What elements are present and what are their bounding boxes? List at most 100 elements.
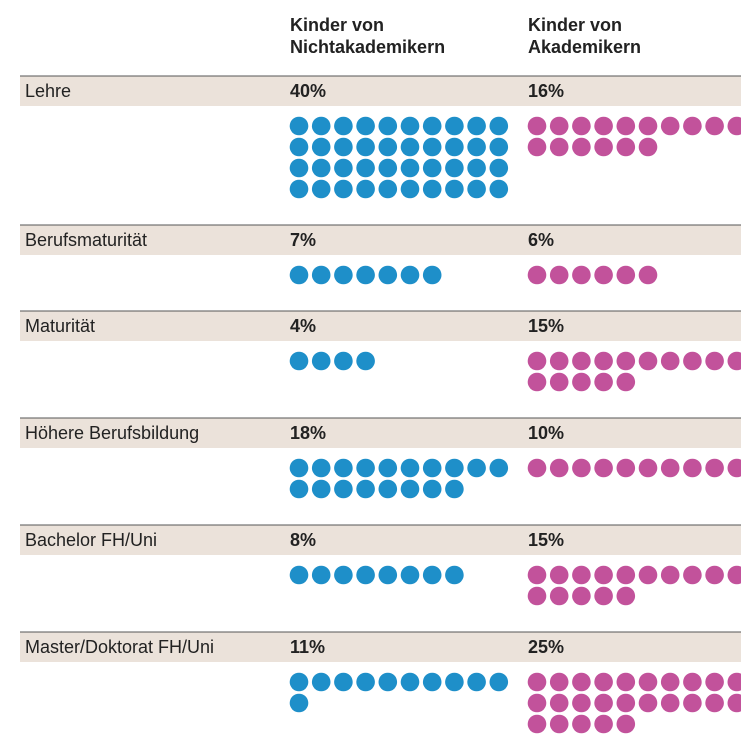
dot	[527, 351, 547, 371]
dot	[572, 672, 591, 692]
dot	[311, 265, 331, 285]
dot	[660, 693, 680, 713]
dot	[683, 693, 702, 713]
dot	[683, 672, 702, 692]
dot-group	[289, 672, 509, 713]
row-band	[20, 525, 741, 555]
dot	[549, 116, 569, 136]
dot-group	[527, 351, 741, 392]
dot	[467, 458, 486, 478]
dot	[422, 265, 442, 285]
dot	[572, 265, 591, 285]
dot	[334, 265, 353, 285]
dot	[527, 565, 547, 585]
dot	[527, 372, 547, 392]
dot	[572, 565, 591, 585]
dot	[356, 565, 375, 585]
dot	[616, 116, 636, 136]
dot	[467, 137, 486, 157]
dot	[289, 265, 309, 285]
dot	[549, 372, 569, 392]
dot	[378, 458, 398, 478]
dot	[489, 137, 509, 157]
category-label: Berufsmaturität	[25, 230, 147, 250]
dot	[549, 586, 569, 606]
value-label: 40%	[290, 81, 326, 101]
dot	[378, 116, 398, 136]
dot	[705, 693, 724, 713]
dot	[549, 137, 569, 157]
dot	[445, 179, 464, 199]
value-label: 15%	[528, 530, 564, 550]
dot	[467, 179, 486, 199]
dot-group	[527, 265, 658, 285]
dot	[422, 137, 442, 157]
dot	[289, 458, 309, 478]
dot	[616, 714, 636, 734]
dot	[549, 351, 569, 371]
dot	[400, 116, 420, 136]
value-label: 15%	[528, 316, 564, 336]
dot	[660, 458, 680, 478]
value-label: 6%	[528, 230, 554, 250]
dot-group	[527, 458, 741, 478]
dot	[311, 672, 331, 692]
dot	[400, 179, 420, 199]
dot	[356, 158, 375, 178]
dot	[572, 137, 591, 157]
dot	[311, 179, 331, 199]
dot	[445, 458, 464, 478]
dot	[400, 458, 420, 478]
dot	[727, 672, 741, 692]
row-band	[20, 418, 741, 448]
dot	[400, 479, 420, 499]
dot	[400, 672, 420, 692]
dot	[356, 265, 375, 285]
dot	[572, 693, 591, 713]
dot	[422, 158, 442, 178]
value-label: 16%	[528, 81, 564, 101]
dot	[616, 693, 636, 713]
series-header: Kinder von Nichtakademikern	[290, 15, 445, 57]
dot	[638, 458, 658, 478]
dot	[527, 714, 547, 734]
dot	[572, 714, 591, 734]
dot	[289, 137, 309, 157]
category-label: Lehre	[25, 81, 71, 101]
dot	[445, 116, 464, 136]
dot	[705, 116, 724, 136]
value-label: 18%	[290, 423, 326, 443]
dot	[400, 565, 420, 585]
dot	[638, 137, 658, 157]
dot	[660, 116, 680, 136]
dot	[638, 693, 658, 713]
dot	[705, 672, 724, 692]
dot	[594, 265, 613, 285]
dot	[594, 458, 613, 478]
dot	[549, 693, 569, 713]
dot	[378, 479, 398, 499]
dot	[489, 116, 509, 136]
dot	[489, 458, 509, 478]
dot-group	[527, 116, 741, 157]
dot	[489, 179, 509, 199]
dot	[594, 351, 613, 371]
dot	[311, 116, 331, 136]
dot	[334, 565, 353, 585]
dot	[705, 458, 724, 478]
dot	[527, 672, 547, 692]
dot	[289, 158, 309, 178]
dot	[727, 693, 741, 713]
dot	[467, 158, 486, 178]
dot	[638, 265, 658, 285]
dot	[356, 479, 375, 499]
dot	[311, 565, 331, 585]
dot	[638, 672, 658, 692]
dot	[378, 672, 398, 692]
dot	[289, 693, 309, 713]
dot	[638, 116, 658, 136]
dot	[378, 158, 398, 178]
dot	[489, 672, 509, 692]
dot	[311, 458, 331, 478]
